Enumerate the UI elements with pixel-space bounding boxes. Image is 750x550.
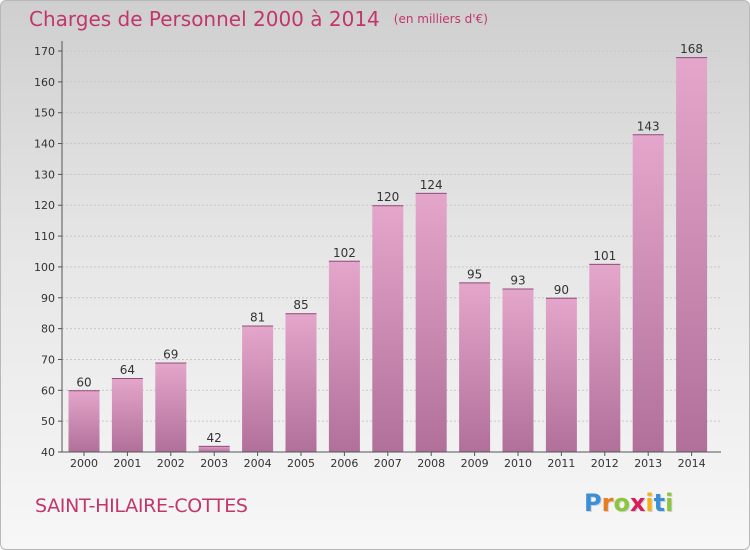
value-label: 81: [250, 311, 265, 325]
x-tick-label: 2011: [547, 457, 575, 470]
y-tick-label: 50: [41, 415, 55, 428]
bar-2006: [328, 260, 360, 452]
y-tick-label: 150: [34, 107, 55, 120]
proxiti-logo: Proxiti: [584, 489, 673, 517]
y-tick-label: 60: [41, 384, 55, 397]
x-tick-label: 2009: [461, 457, 489, 470]
bar-2008: [415, 192, 447, 452]
bar-2005: [285, 313, 317, 452]
value-label: 93: [510, 274, 525, 288]
x-tick-label: 2006: [330, 457, 358, 470]
bar-2002: [155, 362, 187, 452]
y-tick-label: 160: [34, 76, 55, 89]
bars: 60 64 69 42 81 85 102 120 124 95 93 90 101 143 168: [68, 42, 708, 453]
y-tick-label: 40: [41, 446, 55, 459]
value-label: 69: [163, 348, 178, 362]
y-tick-label: 170: [34, 45, 55, 58]
bar-2011: [545, 297, 577, 452]
chart-title-text: Charges de Personnel 2000 à 2014: [29, 7, 380, 31]
value-label: 95: [467, 267, 482, 281]
value-label: 64: [120, 363, 135, 377]
chart-title: Charges de Personnel 2000 à 2014 (en mill…: [29, 7, 488, 31]
logo-letter: i: [645, 489, 654, 517]
y-tick-label: 100: [34, 261, 55, 274]
bar-2013: [632, 134, 664, 453]
x-tick-label: 2014: [678, 457, 706, 470]
y-tick-label: 120: [34, 199, 55, 212]
y-tick-label: 130: [34, 168, 55, 181]
x-tick-label: 2010: [504, 457, 532, 470]
x-tick-label: 2003: [200, 457, 228, 470]
y-tick-label: 90: [41, 292, 55, 305]
x-tick-label: 2000: [70, 457, 98, 470]
value-label: 124: [420, 178, 443, 192]
value-label: 85: [293, 298, 308, 312]
y-tick-label: 140: [34, 138, 55, 151]
bar-2004: [242, 325, 274, 452]
x-tick-label: 2002: [157, 457, 185, 470]
logo-letter: x: [629, 489, 646, 517]
value-label: 102: [333, 246, 356, 260]
value-label: 143: [637, 119, 660, 133]
x-tick-label: 2001: [113, 457, 141, 470]
y-tick-label: 110: [34, 230, 55, 243]
bar-2007: [372, 205, 404, 452]
bar-2000: [68, 390, 100, 452]
bar-2012: [589, 263, 621, 452]
value-label: 90: [554, 283, 569, 297]
value-label: 120: [376, 190, 399, 204]
bar-2001: [111, 377, 143, 452]
x-tick-label: 2007: [374, 457, 402, 470]
value-label: 42: [207, 431, 222, 445]
x-tick-label: 2005: [287, 457, 315, 470]
value-label: 101: [593, 249, 616, 263]
logo-letter: i: [665, 489, 674, 517]
logo-letter: P: [584, 489, 602, 517]
y-tick-label: 70: [41, 353, 55, 366]
chart-subtitle: (en milliers d'€): [393, 12, 488, 26]
logo-letter: r: [601, 489, 614, 517]
value-label: 168: [680, 42, 703, 56]
bar-2009: [459, 282, 491, 452]
logo-letter: t: [653, 489, 666, 517]
bar-2010: [502, 288, 534, 452]
axes: 40 50 60 70 80 90 100 110 120 130 140 150 160 170 2000…: [34, 41, 721, 470]
x-tick-label: 2012: [591, 457, 619, 470]
logo-letter: o: [613, 489, 630, 517]
commune-name: SAINT-HILAIRE-COTTES: [35, 495, 248, 517]
bar-2003: [198, 445, 230, 452]
x-tick-label: 2008: [417, 457, 445, 470]
bar-2014: [676, 57, 708, 453]
x-tick-label: 2004: [244, 457, 272, 470]
value-label: 60: [76, 375, 91, 389]
y-tick-label: 80: [41, 323, 55, 336]
x-tick-label: 2013: [634, 457, 662, 470]
